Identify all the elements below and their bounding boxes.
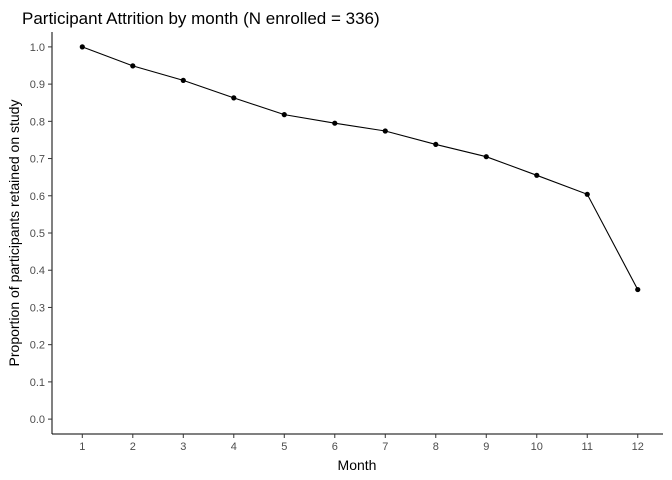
chart-title: Participant Attrition by month (N enroll…	[22, 9, 380, 28]
x-tick-label: 1	[79, 441, 85, 453]
data-point	[584, 191, 590, 197]
y-axis-label: Proportion of participants retained on s…	[6, 100, 22, 367]
series-line	[82, 46, 639, 290]
y-tick-label: 0.9	[30, 79, 45, 91]
data-point	[433, 141, 439, 148]
y-tick-label: 0.6	[30, 191, 45, 203]
x-tick-label: 7	[382, 441, 388, 453]
x-tick-label: 10	[531, 441, 543, 453]
y-tick-label: 0.5	[30, 228, 45, 240]
y-tick-label: 0.8	[30, 116, 45, 128]
data-point	[281, 112, 287, 118]
x-tick-label: 12	[632, 441, 644, 453]
data-point	[332, 120, 338, 126]
data-points	[79, 44, 641, 293]
y-tick-label: 0.1	[30, 377, 45, 389]
data-point	[534, 172, 540, 178]
y-tick-label: 0.0	[30, 414, 45, 426]
x-axis-label: Month	[338, 457, 377, 473]
y-tick-label: 0.4	[30, 265, 45, 277]
x-tick-label: 2	[130, 441, 136, 453]
data-point	[79, 44, 85, 50]
x-tick-label: 3	[180, 441, 186, 453]
data-point	[231, 95, 237, 101]
data-point	[483, 154, 489, 160]
x-tick-label: 9	[483, 441, 489, 453]
y-axis-ticks: 0.0 0.1 0.2 0.3 0.4 0.5 0.6 0.7 0.8 0.9 1.0	[30, 42, 52, 426]
data-point	[635, 286, 641, 293]
x-axis-ticks: 1 2 3 4 5 6 7 8 9 10 11 12	[79, 434, 644, 453]
data-point	[180, 77, 186, 83]
x-tick-label: 4	[231, 441, 237, 453]
y-tick-label: 0.3	[30, 302, 45, 314]
y-tick-label: 0.7	[30, 154, 45, 166]
y-tick-label: 0.2	[30, 340, 45, 352]
data-point	[382, 128, 388, 134]
x-tick-label: 8	[433, 441, 439, 453]
x-tick-label: 6	[332, 441, 338, 453]
data-point	[130, 63, 136, 69]
y-tick-label: 1.0	[30, 42, 45, 54]
x-tick-label: 5	[281, 441, 287, 453]
x-tick-label: 11	[582, 441, 593, 453]
